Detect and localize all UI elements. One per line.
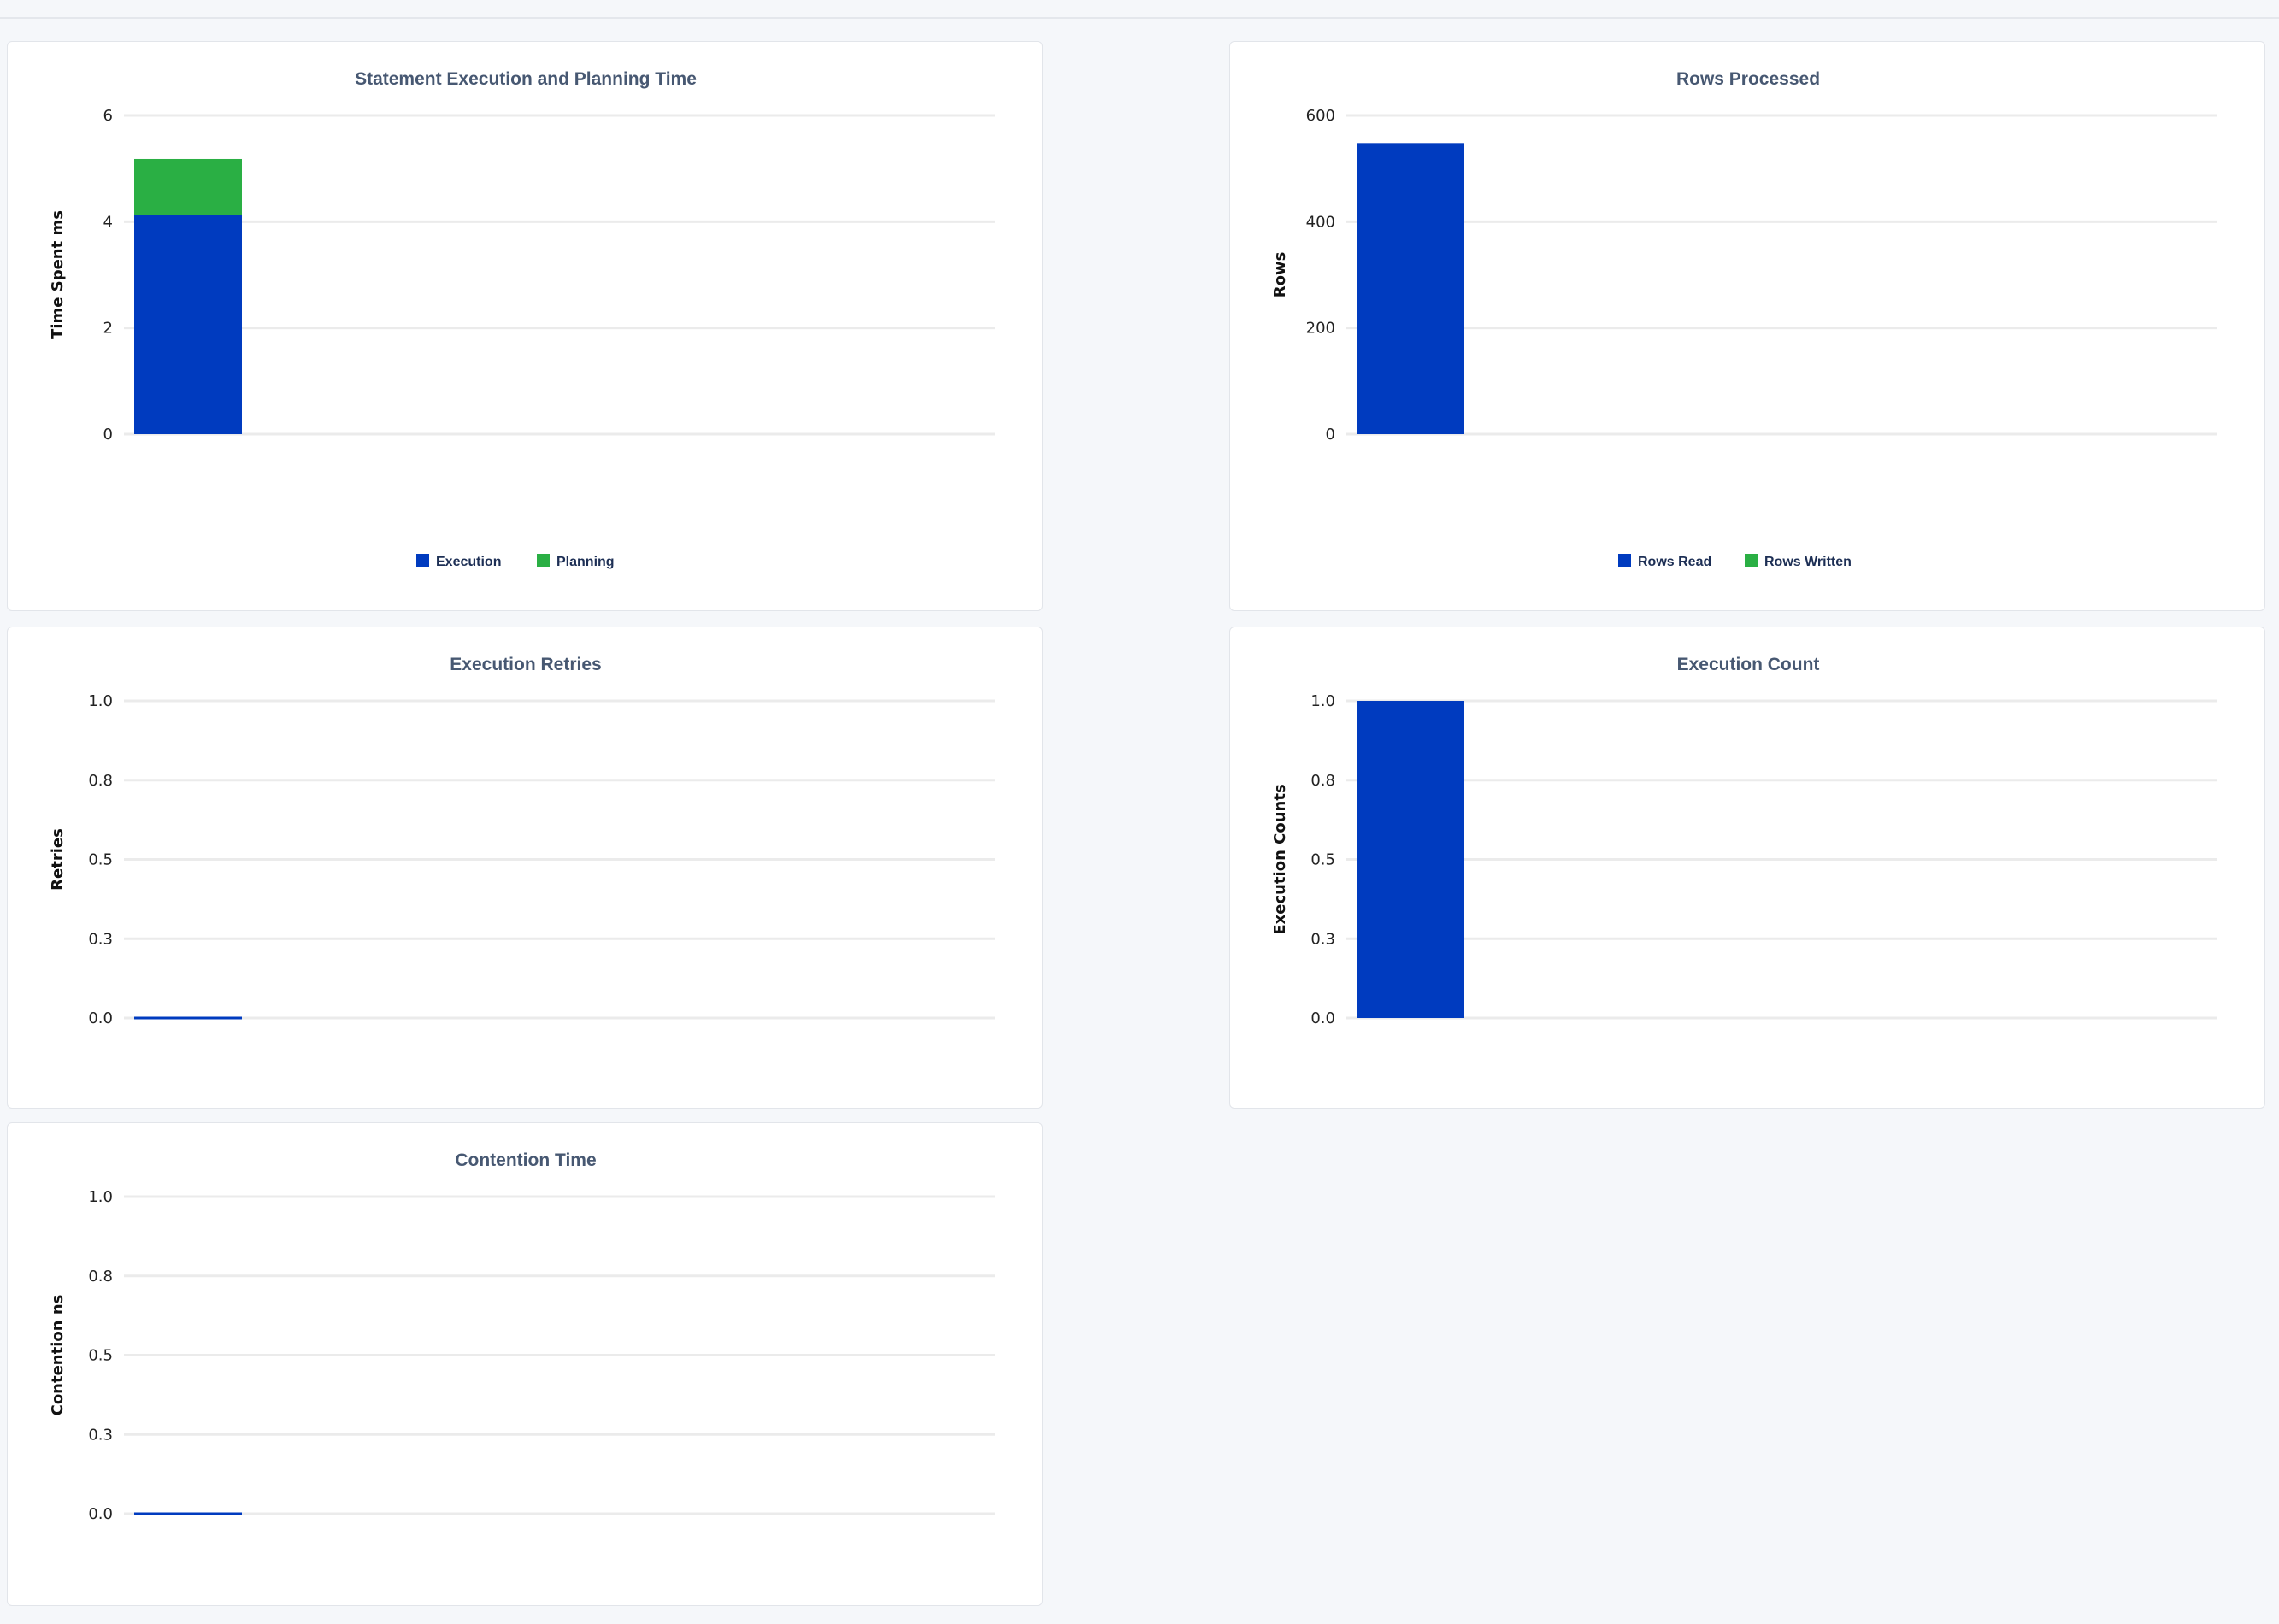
y-tick-label: 0.0	[88, 1009, 113, 1027]
contention-time-chart-panel: Contention Time 0.0 0.3 0.5 0.8 1.0 Contention…	[7, 1122, 1043, 1606]
y-tick-label: 0.5	[88, 851, 113, 869]
y-tick-label: 0.8	[88, 1268, 113, 1286]
chart-title: Execution Count	[1677, 655, 1820, 674]
legend-swatch	[416, 554, 429, 567]
y-tick-label: 0.3	[88, 1426, 113, 1444]
execution-count-chart: Execution Count 0.0 0.3 0.5 0.8 1.0 Execution …	[1271, 655, 2217, 1027]
legend-swatch	[1618, 554, 1631, 567]
statement-time-chart: Statement Execution and Planning Time 0 2 4…	[49, 69, 995, 569]
y-axis-label: Contention ns	[49, 1295, 67, 1416]
y-tick-label: 6	[103, 107, 113, 125]
contention-time-chart: Contention Time 0.0 0.3 0.5 0.8 1.0 Contention…	[49, 1150, 995, 1523]
execution-retries-chart-panel: Execution Retries 0.0 0.3 0.5 0.8 1.0 Retries	[7, 627, 1043, 1109]
bar-rows-read	[1357, 143, 1464, 434]
chart-title: Contention Time	[455, 1150, 596, 1170]
y-tick-label: 0.5	[1310, 851, 1335, 869]
y-tick-label: 0.0	[1310, 1009, 1335, 1027]
y-tick-label: 0.8	[1310, 772, 1335, 790]
legend-label: Rows Read	[1638, 555, 1711, 569]
statement-time-chart-panel: Statement Execution and Planning Time 0 2 4…	[7, 41, 1043, 611]
y-tick-label: 0.5	[88, 1347, 113, 1365]
bar-zero-value	[134, 1016, 242, 1020]
y-tick-label: 0.3	[1310, 930, 1335, 948]
bar-zero-value	[134, 1512, 242, 1515]
legend-swatch	[1745, 554, 1758, 567]
y-tick-label: 0	[103, 426, 113, 444]
y-tick-label: 600	[1306, 107, 1335, 125]
legend-label: Rows Written	[1764, 555, 1852, 569]
legend-label: Planning	[556, 555, 615, 569]
y-tick-label: 2	[103, 320, 113, 338]
legend-label: Execution	[436, 555, 501, 569]
y-tick-label: 200	[1306, 320, 1335, 338]
y-axis-label: Execution Counts	[1271, 784, 1289, 934]
bar-execution	[134, 215, 242, 435]
rows-processed-chart: Rows Processed 0 200 400 600 Rows Rows Read Row…	[1271, 69, 2217, 569]
y-tick-label: 4	[103, 213, 113, 231]
header-divider	[0, 17, 2279, 19]
execution-count-chart-panel: Execution Count 0.0 0.3 0.5 0.8 1.0 Execution …	[1229, 627, 2265, 1109]
chart-title: Execution Retries	[450, 655, 601, 674]
y-tick-label: 0	[1326, 426, 1335, 444]
y-tick-label: 0.3	[88, 930, 113, 948]
y-tick-label: 1.0	[88, 1188, 113, 1206]
bar-value	[1357, 701, 1464, 1018]
bar-planning	[134, 158, 242, 215]
y-tick-label: 0.8	[88, 772, 113, 790]
y-axis-label: Retries	[49, 828, 67, 891]
y-tick-label: 0.0	[88, 1505, 113, 1523]
y-axis-label: Time Spent ms	[49, 210, 67, 339]
y-tick-label: 1.0	[1310, 692, 1335, 710]
rows-processed-chart-panel: Rows Processed 0 200 400 600 Rows Rows Read Row…	[1229, 41, 2265, 611]
y-tick-label: 1.0	[88, 692, 113, 710]
y-tick-label: 400	[1306, 213, 1335, 231]
y-axis-label: Rows	[1271, 252, 1289, 298]
execution-retries-chart: Execution Retries 0.0 0.3 0.5 0.8 1.0 Retries	[49, 655, 995, 1027]
chart-title: Statement Execution and Planning Time	[355, 69, 697, 89]
legend-swatch	[537, 554, 550, 567]
chart-title: Rows Processed	[1676, 69, 1820, 89]
